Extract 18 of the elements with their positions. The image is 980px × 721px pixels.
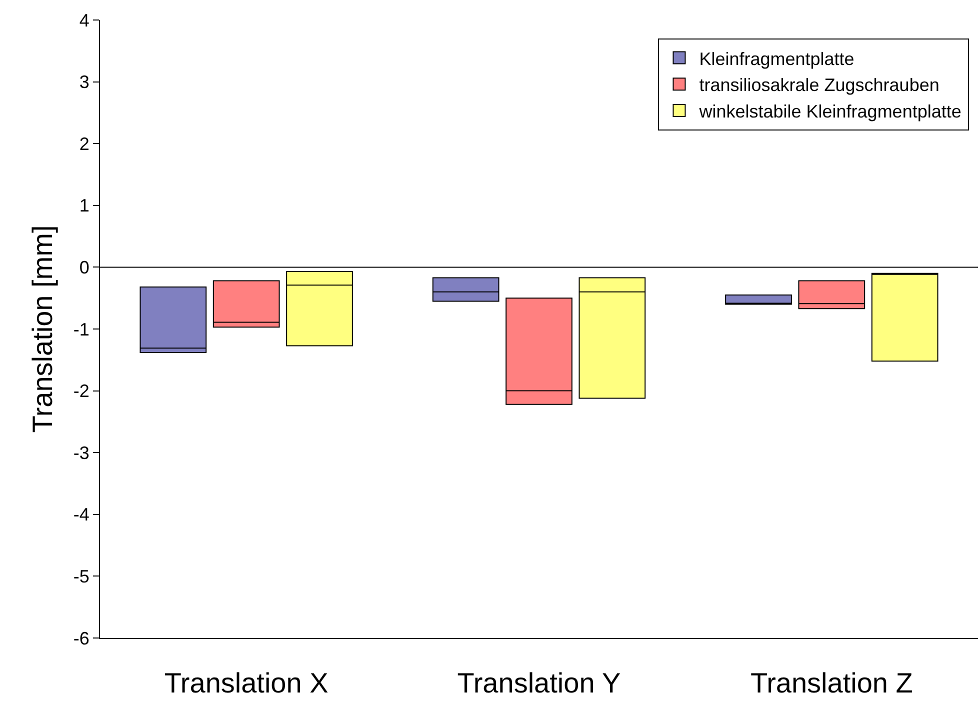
legend-label: Kleinfragmentplatte [699,48,854,69]
y-tick-label: 3 [79,72,90,92]
y-tick-label: -5 [73,566,90,586]
y-tick-label: -1 [73,319,90,340]
y-tick-label: 4 [79,10,90,30]
legend-label: winkelstabile Kleinfragmentplatte [698,102,962,122]
y-tick-label: -6 [73,628,90,648]
y-tick-label: -2 [73,381,90,402]
legend-label: transiliosakrale Zugschrauben [699,75,940,96]
y-tick-label: -3 [73,442,90,463]
y-axis-title: Translation [mm] [27,225,58,433]
y-tick-label: 2 [79,134,90,154]
x-tick-label: Translation X [164,668,329,699]
x-tick-label: Translation Z [750,668,913,699]
y-tick-label: 1 [79,196,90,216]
x-tick-label: Translation Y [457,668,622,699]
y-tick-label: 0 [79,258,90,278]
y-tick-label: -4 [73,504,90,525]
